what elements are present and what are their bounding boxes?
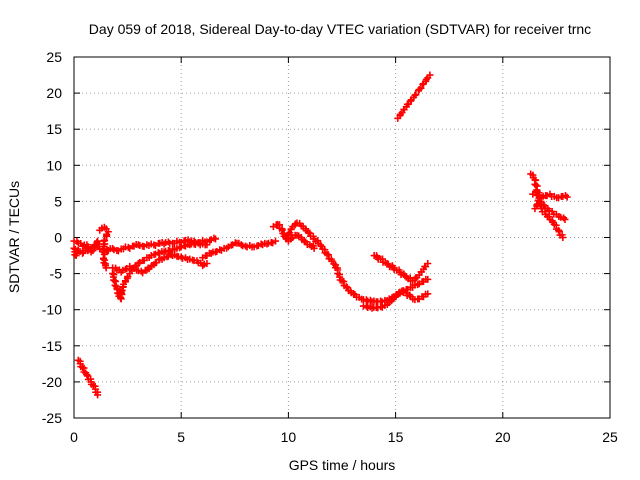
data-point <box>412 91 420 99</box>
data-point <box>94 391 102 399</box>
data-point <box>109 244 117 252</box>
data-point <box>237 241 245 249</box>
data-points <box>70 71 571 399</box>
data-point <box>284 230 292 238</box>
data-point <box>300 237 308 245</box>
data-point <box>164 238 172 246</box>
y-tick-label: 10 <box>46 157 62 173</box>
data-point <box>203 259 211 267</box>
data-point <box>342 283 350 291</box>
chart-title: Day 059 of 2018, Sidereal Day-to-day VTE… <box>89 21 591 37</box>
data-point <box>94 237 102 245</box>
data-point <box>559 234 567 241</box>
data-point <box>424 290 432 298</box>
grid-lines <box>74 57 610 418</box>
x-tick-label: 10 <box>281 429 297 445</box>
data-point <box>310 244 318 252</box>
data-point <box>272 237 280 245</box>
y-axis-label: SDTVAR / TECUs <box>6 181 22 293</box>
y-tick-label: 15 <box>46 121 62 137</box>
data-point <box>424 275 432 283</box>
data-point <box>424 259 432 267</box>
y-tick-label: -20 <box>42 374 62 390</box>
data-point <box>286 229 294 237</box>
y-tick-labels: -25 -20 -15 -10 -5 0 5 10 15 20 25 <box>42 49 62 426</box>
y-tick-label: -25 <box>42 410 62 426</box>
x-tick-labels: 0 5 10 15 20 25 <box>70 429 618 445</box>
data-point <box>70 244 78 252</box>
data-point <box>117 288 125 296</box>
y-tick-label: 25 <box>46 49 62 65</box>
data-point <box>555 226 563 234</box>
data-point <box>563 193 571 201</box>
x-tick-label: 0 <box>70 429 78 445</box>
data-point <box>532 181 540 189</box>
x-tick-label: 20 <box>495 429 511 445</box>
y-tick-label: -5 <box>50 266 63 282</box>
x-tick-label: 15 <box>388 429 404 445</box>
data-point <box>398 287 406 295</box>
x-tick-label: 5 <box>177 429 185 445</box>
data-point <box>417 84 425 92</box>
data-point <box>212 235 220 243</box>
data-point <box>134 259 142 267</box>
data-point <box>426 71 434 79</box>
data-point <box>317 241 325 249</box>
x-tick-label: 25 <box>602 429 618 445</box>
data-point <box>203 241 211 249</box>
data-point <box>350 290 358 298</box>
data-point <box>103 232 111 240</box>
data-point <box>89 247 97 255</box>
y-tick-label: 0 <box>54 230 62 246</box>
data-point <box>102 264 110 272</box>
x-axis-label: GPS time / hours <box>289 457 396 473</box>
axis-ticks <box>73 56 611 419</box>
y-tick-label: -15 <box>42 338 62 354</box>
y-tick-label: 20 <box>46 85 62 101</box>
y-tick-label: -10 <box>42 302 62 318</box>
data-point <box>422 75 430 83</box>
data-point <box>561 215 569 223</box>
data-point <box>124 243 132 251</box>
y-tick-label: 5 <box>54 193 62 209</box>
